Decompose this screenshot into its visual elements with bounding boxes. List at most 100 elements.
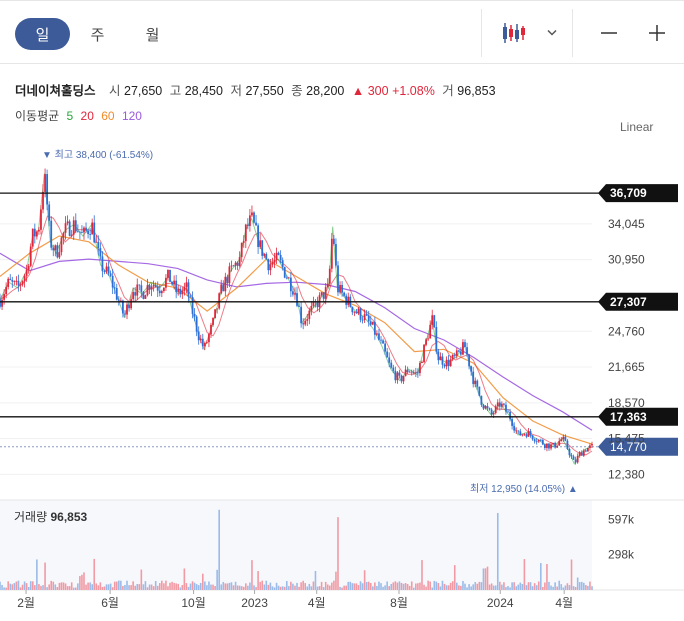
candle-body (509, 412, 511, 420)
candle-body (294, 293, 296, 295)
candle-body (462, 342, 464, 355)
candle-body (244, 224, 247, 242)
volume-bar (482, 568, 485, 590)
candle-body (130, 299, 133, 309)
candle-body (353, 311, 356, 313)
volume-bar (517, 584, 520, 590)
volume-bar (355, 583, 358, 590)
candle-body (576, 456, 579, 463)
candle-body (238, 257, 241, 266)
candle-body (255, 222, 257, 226)
candle-body (326, 283, 329, 288)
candle-body (19, 284, 22, 286)
candle-body (466, 347, 468, 355)
candle-body (83, 227, 85, 233)
volume-bar (451, 581, 454, 590)
volume-bar (265, 580, 268, 590)
volume-bar (132, 581, 134, 590)
tab-weekly[interactable]: 주 (90, 26, 105, 44)
volume-bar (376, 586, 378, 590)
candle-body (44, 174, 46, 192)
volume-bar (62, 582, 65, 590)
candle-body (70, 234, 73, 236)
candle-body (441, 356, 444, 365)
candle-body (60, 237, 63, 253)
volume-bar (101, 586, 104, 590)
candle-body (562, 436, 565, 440)
candle-body (5, 286, 8, 295)
candle-body (535, 441, 538, 443)
volume-bar (50, 580, 53, 590)
tab-daily[interactable]: 일 (15, 18, 70, 50)
volume-bar (546, 563, 548, 590)
volume-bar (335, 571, 337, 590)
label-box (598, 184, 678, 203)
volume-bar (382, 586, 384, 590)
volume-bar (267, 584, 270, 590)
volume-bar (462, 580, 464, 590)
stock-info: 더네이쳐홀딩스 시 27,650 고 28,450 저 27,550 종 28,… (15, 80, 496, 99)
volume-bar (574, 587, 577, 590)
candle-body (548, 443, 550, 449)
volume-bar (587, 585, 589, 590)
volume-bar (89, 582, 91, 590)
volume-bar (314, 571, 317, 590)
candle-body (568, 449, 571, 456)
volume-bar (126, 580, 128, 590)
chart-type-dropdown[interactable] (540, 1, 564, 65)
candle-body (474, 380, 477, 385)
volume-bar (3, 587, 5, 590)
volume-bar (472, 584, 474, 590)
volume-bar (68, 586, 71, 590)
candle-body (558, 441, 561, 446)
volume-bar (304, 583, 307, 590)
candle-body (376, 333, 378, 335)
volume-bar (527, 582, 530, 590)
tab-monthly[interactable]: 월 (145, 26, 160, 44)
volume-bar (320, 581, 323, 590)
scale-mode-toggle[interactable]: Linear (620, 120, 654, 134)
volume-bar (443, 583, 446, 590)
volume-panel-bg (0, 500, 592, 590)
zoom-out-button[interactable] (592, 1, 626, 65)
candle-body (33, 228, 36, 237)
chart-type-button[interactable] (496, 1, 530, 65)
volume-bar (240, 586, 243, 590)
candle-body (464, 342, 466, 348)
volume-bar (46, 587, 48, 590)
candle-body (445, 359, 448, 367)
zoom-in-button[interactable] (640, 1, 674, 65)
candle-body (251, 212, 253, 216)
volume-bar (277, 585, 280, 590)
volume-bar (218, 509, 220, 590)
volume-bar (122, 585, 124, 590)
volume-bar (576, 577, 579, 590)
volume-bar (230, 582, 233, 590)
volume-bar (175, 583, 177, 590)
volume-bar (201, 573, 204, 590)
candle-body (427, 338, 430, 340)
candle-body (50, 220, 53, 248)
plus-icon (649, 25, 665, 41)
volume-bar (339, 586, 341, 590)
x-tick-label: 8월 (390, 596, 408, 610)
candle-body (552, 442, 554, 445)
x-tick-label: 4월 (555, 596, 573, 610)
candle-body (517, 430, 520, 432)
volume-bar (79, 576, 81, 590)
candle-body (171, 281, 173, 285)
candle-body (201, 338, 204, 347)
candle-body (587, 447, 589, 452)
candle-body (85, 227, 87, 231)
candle-body (175, 280, 178, 292)
candle-body (15, 280, 18, 282)
candle-body (144, 295, 147, 299)
volume-bar (316, 586, 319, 590)
volume-bar (0, 581, 1, 590)
volume-bar (390, 583, 393, 590)
volume-bar (58, 582, 61, 590)
candle-body (181, 290, 184, 295)
candle-body (498, 402, 501, 407)
candle-body (390, 362, 393, 368)
